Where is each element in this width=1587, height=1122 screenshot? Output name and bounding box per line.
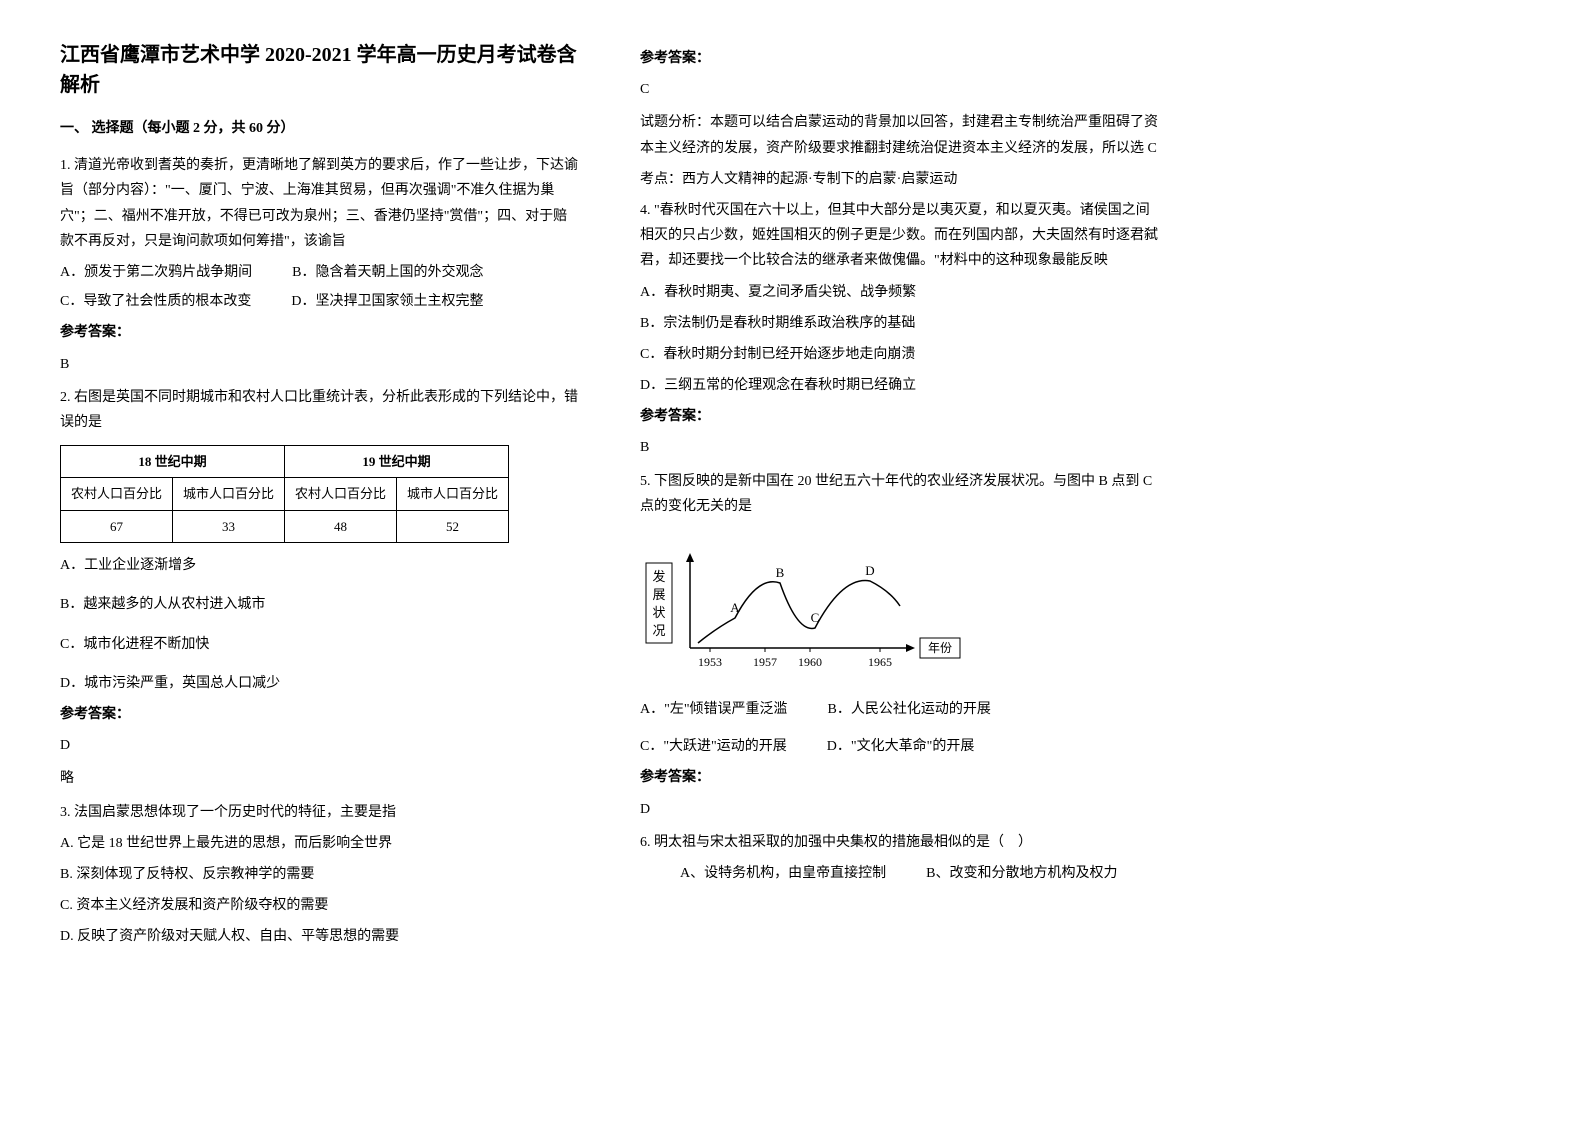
option-a: A、设特务机构，由皇帝直接控制 (680, 861, 886, 886)
options-row: A、设特务机构，由皇帝直接控制 B、改变和分散地方机构及权力 (640, 861, 1160, 886)
answer-label: 参考答案： (640, 404, 1160, 429)
svg-text:发: 发 (652, 569, 665, 584)
option-c: C．城市化进程不断加快 (60, 632, 580, 657)
table-cell: 67 (61, 510, 173, 542)
answer-label: 参考答案： (640, 765, 1160, 790)
svg-text:状: 状 (652, 605, 665, 620)
option-a: A．"左"倾错误严重泛滥 (640, 697, 788, 722)
option-c: C．"大跃进"运动的开展 (640, 734, 787, 759)
answer-label: 参考答案： (640, 46, 1160, 71)
question-text: 2. 右图是英国不同时期城市和农村人口比重统计表，分析此表形成的下列结论中，错误… (60, 385, 580, 435)
svg-text:A: A (730, 600, 740, 615)
option-b: B、改变和分散地方机构及权力 (926, 861, 1117, 886)
question-text: 3. 法国启蒙思想体现了一个历史时代的特征，主要是指 (60, 800, 580, 825)
options-row: A．"左"倾错误严重泛滥 B．人民公社化运动的开展 (640, 697, 1160, 722)
question-text: 5. 下图反映的是新中国在 20 世纪五六十年代的农业经济发展状况。与图中 B … (640, 469, 1160, 519)
table-cell: 城市人口百分比 (173, 478, 285, 510)
answer-label: 参考答案： (60, 320, 580, 345)
answer-value: D (60, 733, 580, 758)
option-b: B．人民公社化运动的开展 (828, 697, 991, 722)
svg-text:1960: 1960 (798, 655, 822, 669)
question-text: 4. "春秋时代灭国在六十以上，但其中大部分是以夷灭夏，和以夏灭夷。诸侯国之间相… (640, 198, 1160, 274)
answer-label: 参考答案： (60, 702, 580, 727)
question-4: 4. "春秋时代灭国在六十以上，但其中大部分是以夷灭夏，和以夏灭夷。诸侯国之间相… (640, 198, 1160, 461)
svg-text:B: B (776, 565, 785, 580)
question-6: 6. 明太祖与宋太祖采取的加强中央集权的措施最相似的是（ ） A、设特务机构，由… (640, 830, 1160, 886)
option-d: D．三纲五常的伦理观念在春秋时期已经确立 (640, 373, 1160, 398)
answer-note: 略 (60, 766, 580, 791)
svg-text:1957: 1957 (753, 655, 777, 669)
table-cell: 33 (173, 510, 285, 542)
svg-text:1965: 1965 (868, 655, 892, 669)
table-cell: 48 (285, 510, 397, 542)
option-b: B．隐含着天朝上国的外交观念 (292, 260, 483, 285)
table-cell: 52 (397, 510, 509, 542)
table-data-row: 67 33 48 52 (61, 510, 509, 542)
option-d: D．坚决捍卫国家领土主权完整 (291, 289, 483, 314)
table-header-cell: 19 世纪中期 (285, 446, 509, 478)
answer-value: C (640, 77, 1160, 102)
svg-text:C: C (811, 610, 820, 625)
table-subheader-row: 农村人口百分比 城市人口百分比 农村人口百分比 城市人口百分比 (61, 478, 509, 510)
svg-text:D: D (865, 563, 874, 578)
table-cell: 城市人口百分比 (397, 478, 509, 510)
option-b: B．宗法制仍是春秋时期维系政治秩序的基础 (640, 311, 1160, 336)
option-a: A．春秋时期夷、夏之间矛盾尖锐、战争频繁 (640, 280, 1160, 305)
options-row: A．颁发于第二次鸦片战争期间 B．隐含着天朝上国的外交观念 (60, 260, 580, 285)
svg-text:年份: 年份 (928, 641, 952, 655)
answer-value: B (640, 435, 1160, 460)
svg-text:1953: 1953 (698, 655, 722, 669)
option-b: B．越来越多的人从农村进入城市 (60, 592, 580, 617)
svg-text:展: 展 (652, 587, 665, 602)
left-column: 江西省鹰潭市艺术中学 2020-2021 学年高一历史月考试卷含解析 一、 选择… (60, 40, 580, 957)
analysis-text: 考点：西方人文精神的起源·专制下的启蒙·启蒙运动 (640, 167, 1160, 192)
option-a: A．颁发于第二次鸦片战争期间 (60, 260, 252, 285)
table-cell: 农村人口百分比 (285, 478, 397, 510)
answer-value: B (60, 352, 580, 377)
option-c: C. 资本主义经济发展和资产阶级夺权的需要 (60, 893, 580, 918)
analysis-text: 试题分析：本题可以结合启蒙运动的背景加以回答，封建君主专制统治严重阻碍了资本主义… (640, 110, 1160, 160)
population-table: 18 世纪中期 19 世纪中期 农村人口百分比 城市人口百分比 农村人口百分比 … (60, 445, 509, 543)
svg-text:况: 况 (652, 623, 665, 638)
right-column: 参考答案： C 试题分析：本题可以结合启蒙运动的背景加以回答，封建君主专制统治严… (640, 40, 1160, 957)
section-heading: 一、 选择题（每小题 2 分，共 60 分） (60, 116, 580, 141)
question-text: 1. 清道光帝收到耆英的奏折，更清晰地了解到英方的要求后，作了一些让步，下达谕旨… (60, 153, 580, 254)
table-cell: 农村人口百分比 (61, 478, 173, 510)
question-text: 6. 明太祖与宋太祖采取的加强中央集权的措施最相似的是（ ） (640, 830, 1160, 855)
answer-value: D (640, 797, 1160, 822)
option-d: D. 反映了资产阶级对天赋人权、自由、平等思想的需要 (60, 924, 580, 949)
option-a: A．工业企业逐渐增多 (60, 553, 580, 578)
options-row: C．"大跃进"运动的开展 D．"文化大革命"的开展 (640, 734, 1160, 759)
question-1: 1. 清道光帝收到耆英的奏折，更清晰地了解到英方的要求后，作了一些让步，下达谕旨… (60, 153, 580, 377)
document-title: 江西省鹰潭市艺术中学 2020-2021 学年高一历史月考试卷含解析 (60, 40, 580, 100)
option-a: A. 它是 18 世纪世界上最先进的思想，而后影响全世界 (60, 831, 580, 856)
option-d: D．城市污染严重，英国总人口减少 (60, 671, 580, 696)
option-b: B. 深刻体现了反特权、反宗教神学的需要 (60, 862, 580, 887)
options-row: C．导致了社会性质的根本改变 D．坚决捍卫国家领土主权完整 (60, 289, 580, 314)
table-header-cell: 18 世纪中期 (61, 446, 285, 478)
line-chart: 发展状况 1953 1957 1960 1965 年份 A B C D (640, 533, 1160, 683)
table-header-row: 18 世纪中期 19 世纪中期 (61, 446, 509, 478)
option-c: C．导致了社会性质的根本改变 (60, 289, 251, 314)
question-3: 3. 法国启蒙思想体现了一个历史时代的特征，主要是指 A. 它是 18 世纪世界… (60, 800, 580, 950)
chart-svg: 发展状况 1953 1957 1960 1965 年份 A B C D (640, 533, 980, 683)
option-c: C．春秋时期分封制已经开始逐步地走向崩溃 (640, 342, 1160, 367)
question-5: 5. 下图反映的是新中国在 20 世纪五六十年代的农业经济发展状况。与图中 B … (640, 469, 1160, 822)
option-d: D．"文化大革命"的开展 (827, 734, 975, 759)
question-2: 2. 右图是英国不同时期城市和农村人口比重统计表，分析此表形成的下列结论中，错误… (60, 385, 580, 792)
